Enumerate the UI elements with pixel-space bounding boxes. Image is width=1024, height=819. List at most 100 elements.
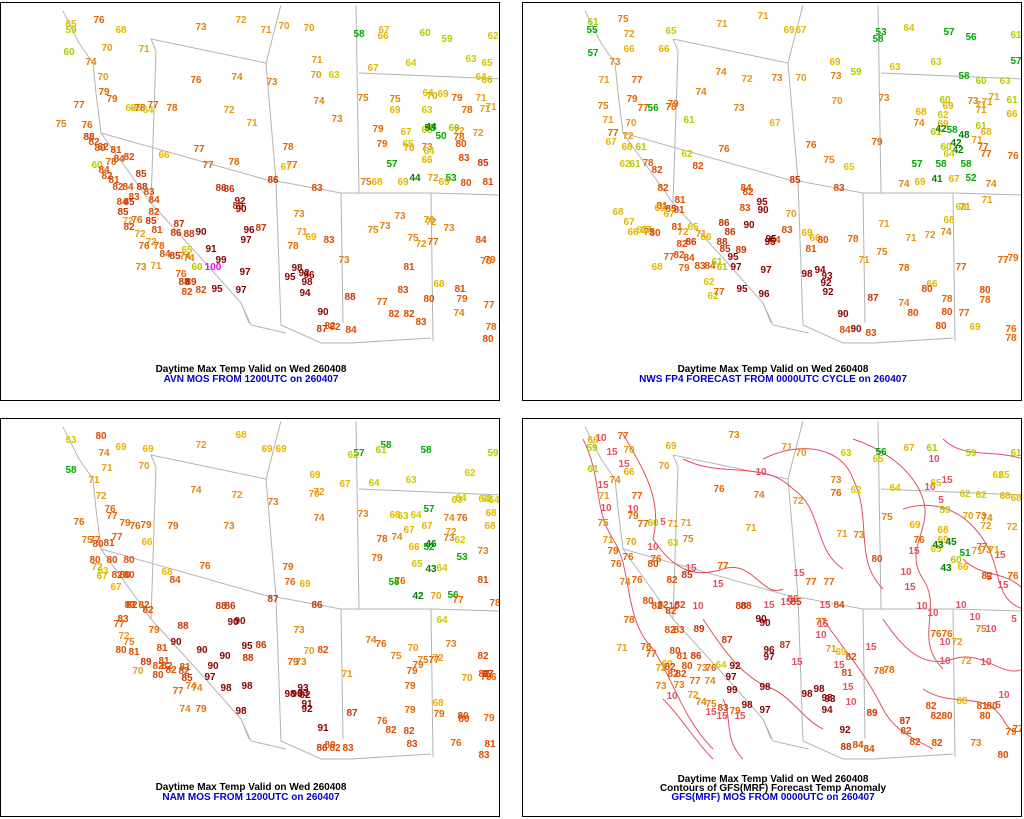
temp-value: 80 <box>92 539 104 550</box>
temp-value: 70 <box>407 643 419 654</box>
temp-value: 77 <box>713 287 725 298</box>
temp-value: 90 <box>207 661 219 672</box>
temp-value: 86 <box>255 640 267 651</box>
temp-value: 78 <box>941 294 953 305</box>
temp-value: 69 <box>142 444 154 455</box>
temp-value: 82 <box>123 222 135 233</box>
temp-value: 80 <box>423 294 435 305</box>
temp-value: 75 <box>597 518 609 529</box>
temp-value: 81 <box>103 538 115 549</box>
temp-value: 68 <box>1010 493 1022 504</box>
temp-value: 95 <box>736 284 748 295</box>
temp-value: 72 <box>122 216 134 227</box>
temp-value: 64 <box>436 615 448 626</box>
temp-value: 80 <box>119 570 131 581</box>
state-borders <box>584 420 1021 760</box>
temp-value: 86 <box>223 184 235 195</box>
temp-value: 84 <box>839 325 851 336</box>
temp-value: 95 <box>241 641 253 652</box>
temp-value: 71 <box>959 202 971 213</box>
temp-value: 70 <box>308 489 320 500</box>
temp-value: 88 <box>716 237 728 248</box>
anomaly-label: 10 <box>955 600 967 611</box>
temp-value: 57 <box>943 27 955 38</box>
temp-value: 81 <box>976 701 988 712</box>
temp-value: 68 <box>235 430 247 441</box>
temp-value: 79 <box>412 660 424 671</box>
temp-value: 96 <box>763 645 775 656</box>
temp-value: 86 <box>724 227 736 238</box>
panel-title: Daytime Max Temp Valid on Wed 260408 <box>155 782 347 793</box>
temp-value: 61 <box>1010 30 1022 41</box>
temp-value: 71 <box>680 518 692 529</box>
temp-value: 62 <box>347 450 359 461</box>
temp-value: 74 <box>981 513 993 524</box>
temp-value: 69 <box>829 57 841 68</box>
temp-value: 74 <box>191 683 203 694</box>
temp-value: 82 <box>385 725 397 736</box>
temp-value: 68 <box>654 203 666 214</box>
temp-value: 73 <box>445 639 457 650</box>
anomaly-label: 15 <box>941 475 953 486</box>
temp-value: 81 <box>484 739 496 750</box>
temp-value: 56 <box>875 447 887 458</box>
temp-value: 58 <box>872 34 884 45</box>
temp-value: 97 <box>235 285 247 296</box>
temp-value: 98 <box>291 263 303 274</box>
state-borders <box>62 420 499 760</box>
temp-value: 71 <box>602 535 614 546</box>
temp-value: 77 <box>663 252 675 263</box>
temp-value: 42 <box>935 124 947 135</box>
temp-value: 78 <box>665 102 677 113</box>
anomaly-label: 10 <box>980 657 992 668</box>
temp-value: 87 <box>316 324 328 335</box>
temp-value: 44 <box>409 173 421 184</box>
temp-value: 78 <box>847 234 859 245</box>
temp-value: 66 <box>481 75 493 86</box>
temp-value: 65 <box>402 139 414 150</box>
temp-value: 60 <box>647 518 659 529</box>
temp-value: 78 <box>873 666 885 677</box>
temp-value: 68 <box>651 262 663 273</box>
temp-value: 75 <box>823 155 835 166</box>
temp-value: 83 <box>739 203 751 214</box>
temp-value: 74 <box>619 577 631 588</box>
temp-value: 82 <box>112 182 124 193</box>
temp-value: 78 <box>979 295 991 306</box>
temp-value: 66 <box>377 31 389 42</box>
temp-value: 83 <box>117 614 129 625</box>
temp-value: 60 <box>419 28 431 39</box>
temp-value: 51 <box>959 548 971 559</box>
temp-value: 92 <box>822 287 834 298</box>
temp-value: 95 <box>756 197 768 208</box>
temp-value: 90 <box>219 651 231 662</box>
temp-value: 76 <box>138 241 150 252</box>
temp-value: 90 <box>837 309 849 320</box>
temp-value: 73 <box>223 521 235 532</box>
temp-value: 70 <box>795 73 807 84</box>
temp-value: 78 <box>376 534 388 545</box>
temp-value: 74 <box>913 118 925 129</box>
temp-value: 84 <box>159 249 171 260</box>
temp-value: 76 <box>375 639 387 650</box>
temp-value: 93 <box>824 694 836 705</box>
temp-value: 58 <box>960 159 972 170</box>
temp-value: 77 <box>637 103 649 114</box>
temp-value: 76 <box>485 672 497 683</box>
temp-value: 76 <box>622 552 634 563</box>
temp-value: 63 <box>840 448 852 459</box>
anomaly-label: 15 <box>734 711 746 722</box>
temp-value: 89 <box>693 624 705 635</box>
temp-value: 97 <box>730 262 742 273</box>
temp-value: 90 <box>235 204 247 215</box>
temp-value: 92 <box>298 268 310 279</box>
temp-value: 77 <box>955 262 967 273</box>
temp-value: 75 <box>682 534 694 545</box>
temp-value: 75 <box>357 93 369 104</box>
temp-value: 95 <box>764 237 776 248</box>
temp-value: 98 <box>801 689 813 700</box>
temp-value: 84 <box>683 253 695 264</box>
